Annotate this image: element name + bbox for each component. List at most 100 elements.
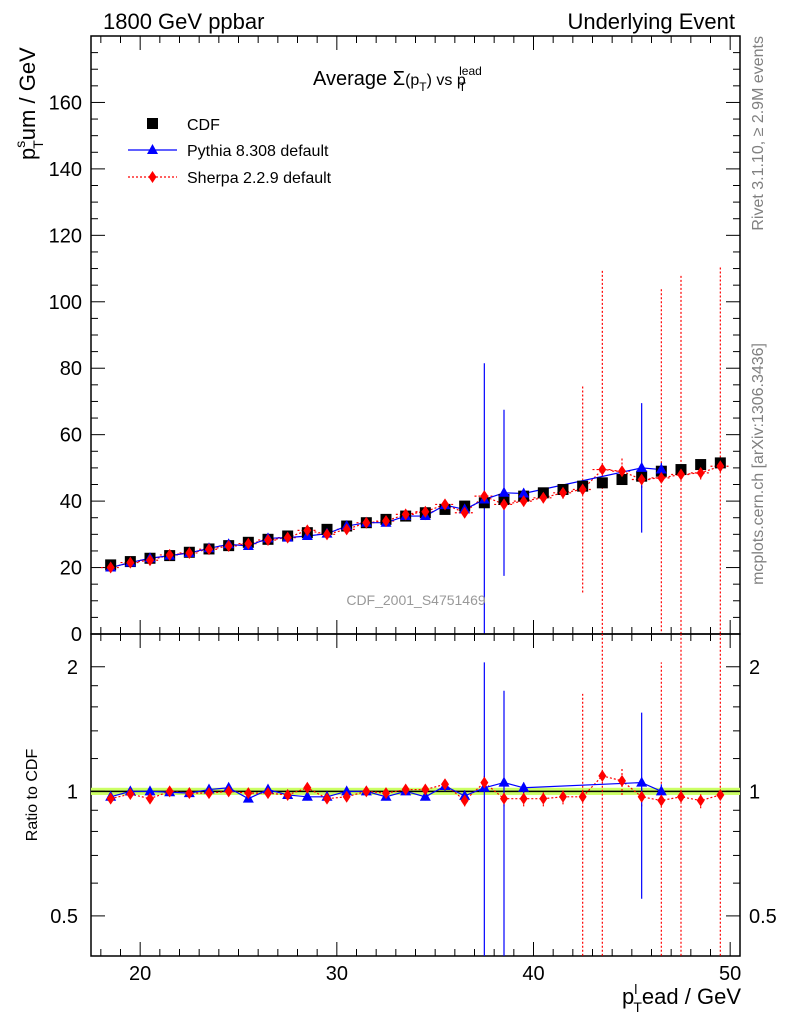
cdf-point	[596, 477, 608, 489]
xtick-labels: 20 30 40 50	[129, 963, 741, 985]
main-ylabel: ps Tum / GeV	[12, 47, 46, 160]
main-data	[100, 266, 731, 634]
ratio-sherpa-point	[126, 788, 135, 801]
ratio-ytick-labels: 0.5 0.5 1 1 2 2	[50, 657, 777, 928]
sherpa-point	[224, 539, 233, 552]
ratio-sherpa-point	[106, 792, 115, 805]
sherpa-point	[264, 533, 272, 546]
ratio-sherpa-point	[618, 774, 626, 787]
ratio-sherpa-point	[500, 792, 508, 805]
mcplots-label: mcplots.cern.ch [arXiv:1306.3436]	[750, 343, 767, 585]
sherpa-point	[421, 505, 430, 518]
ratio-sherpa-point	[598, 769, 607, 782]
sherpa-line	[110, 465, 721, 569]
sherpa-point	[519, 495, 528, 508]
main-ytick-label: 60	[60, 425, 82, 447]
ratio-pythia-point	[498, 776, 510, 787]
ratio-sherpa-point	[460, 794, 469, 807]
chart-title: Average Σ(pT) vs pTlead	[313, 64, 482, 94]
ratio-sherpa-point	[559, 790, 567, 803]
ratio-sherpa-point	[696, 794, 705, 807]
ratio-pythia-point	[655, 785, 667, 796]
sherpa-point	[460, 506, 469, 519]
main-ytick-label: 120	[49, 225, 82, 247]
main-ytick-label: 20	[60, 558, 82, 580]
ratio-ytick-label-left: 0.5	[50, 906, 78, 928]
ratio-sherpa-point	[716, 788, 725, 801]
ratio-ticks	[91, 634, 740, 956]
sherpa-point	[165, 548, 174, 561]
sherpa-point	[185, 546, 194, 559]
sherpa-point	[441, 498, 449, 511]
ratio-sherpa-point	[519, 792, 528, 805]
sherpa-point	[323, 528, 331, 541]
header-left: 1800 GeV ppbar	[103, 9, 264, 34]
sherpa-point	[598, 463, 607, 476]
legend-entry-sherpa: Sherpa 2.2.9 default	[128, 170, 332, 187]
sherpa-point	[657, 471, 666, 484]
sherpa-point	[205, 543, 213, 556]
ratio-pythia-point	[301, 790, 313, 801]
xtick-label: 50	[719, 963, 741, 985]
ratio-sherpa-point	[323, 792, 331, 805]
sherpa-point	[126, 556, 135, 569]
legend-pythia-label: Pythia 8.308 default	[187, 143, 329, 160]
main-ytick-label: 0	[71, 624, 82, 646]
ratio-ytick-label-right: 1	[749, 781, 760, 803]
pythia-point	[636, 461, 648, 472]
ratio-ytick-label-left: 2	[67, 657, 78, 679]
ratio-sherpa-point	[146, 792, 154, 805]
xtick-label: 20	[129, 963, 151, 985]
ratio-pythia-point	[144, 785, 156, 796]
ratio-pythia-point	[636, 776, 648, 787]
ratio-sherpa-point	[303, 781, 312, 794]
sherpa-point	[500, 498, 508, 511]
pythia-point	[498, 486, 510, 497]
xtick-label: 30	[326, 963, 348, 985]
sherpa-point	[637, 473, 646, 486]
ratio-sherpa-point	[185, 787, 194, 800]
main-ytick-label: 160	[49, 92, 82, 114]
ratio-ytick-label-right: 0.5	[749, 906, 777, 928]
ratio-sherpa-point	[539, 792, 548, 805]
legend-entry-cdf: CDF	[147, 117, 220, 134]
sherpa-point	[677, 468, 685, 481]
main-ytick-label: 140	[49, 159, 82, 181]
ratio-pythia-point	[419, 790, 431, 801]
cdf-point	[616, 474, 628, 486]
sherpa-point	[303, 524, 312, 537]
ratio-sherpa-point	[441, 778, 449, 791]
ratio-data	[105, 634, 725, 956]
ratio-ytick-label-left: 1	[67, 781, 78, 803]
ratio-sherpa-point	[264, 787, 272, 800]
ratio-panel: 0.5 0.5 1 1 2 2 20 30 40 50 Ratio to CDF pl Tead …	[24, 633, 777, 1015]
ratio-sherpa-point	[421, 783, 430, 796]
ratio-sherpa-point	[677, 790, 685, 803]
sherpa-point	[146, 554, 154, 567]
main-ytick-label: 80	[60, 358, 82, 380]
legend-cdf-label: CDF	[187, 117, 220, 134]
ratio-sherpa-point	[224, 785, 233, 798]
cdf-point	[695, 459, 707, 471]
xlabel: pl Tead / GeV	[622, 981, 741, 1015]
main-ytick-label: 100	[49, 292, 82, 314]
sherpa-point	[559, 486, 567, 499]
sherpa-point	[342, 523, 351, 536]
legend-entry-pythia: Pythia 8.308 default	[128, 143, 329, 160]
sherpa-point	[106, 561, 115, 574]
pythia-point	[518, 487, 530, 498]
ratio-sherpa-point	[480, 776, 489, 789]
pythia-point	[655, 463, 667, 474]
ratio-sherpa-point	[637, 790, 646, 803]
legend-pythia-marker	[147, 144, 158, 154]
legend: CDF Pythia 8.308 default Sherpa 2.2.9 de…	[128, 117, 332, 187]
ratio-sherpa-point	[283, 788, 292, 801]
ratio-sherpa-point	[342, 790, 351, 803]
ratio-pythia-point	[341, 785, 353, 796]
sherpa-point	[401, 508, 410, 521]
rivet-label: Rivet 3.1.10, ≥ 2.9M events	[750, 36, 767, 231]
ratio-sherpa-point	[657, 794, 666, 807]
sherpa-point	[480, 490, 489, 503]
